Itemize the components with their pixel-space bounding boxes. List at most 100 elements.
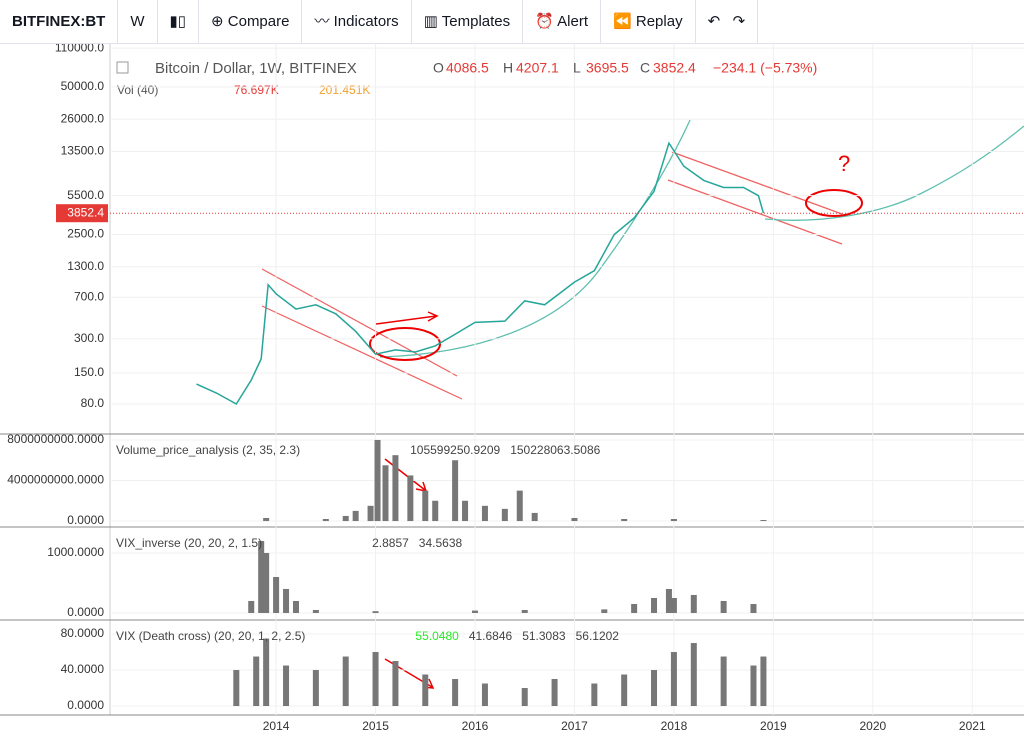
bar [670, 652, 677, 707]
bar [263, 552, 270, 613]
ohlc-key: H [503, 60, 513, 76]
bar [367, 505, 374, 522]
bar [601, 609, 608, 613]
bar [591, 683, 598, 707]
bar [322, 518, 329, 522]
x-tick-label: 2021 [959, 719, 986, 733]
bar [750, 665, 757, 707]
bar [258, 540, 265, 613]
arc [379, 119, 691, 358]
button[interactable]: ⏰ Alert [523, 0, 602, 43]
bar [690, 643, 697, 707]
x-tick-label: 2016 [462, 719, 489, 733]
y-tick-label: 80.0000 [61, 626, 105, 640]
arrow [384, 458, 428, 492]
y-tick-label: 2500.0 [67, 227, 104, 241]
arrow [375, 311, 439, 325]
channel-line [671, 151, 843, 215]
channel-line [261, 305, 463, 400]
last-price-label: 3852.4 [67, 205, 104, 219]
bar [760, 520, 767, 522]
price-line [196, 141, 765, 405]
chart-style[interactable]: ▮▯ [158, 0, 200, 43]
y-tick-label: 110000.0 [55, 44, 104, 54]
bar [273, 576, 280, 613]
y-tick-label: 0.0000 [67, 513, 104, 527]
bar [392, 455, 399, 522]
button-label: Indicators [333, 13, 399, 30]
y-tick-label: 5500.0 [67, 188, 104, 202]
volume-value: 76.697K [234, 83, 279, 97]
x-tick-label: 2018 [661, 719, 688, 733]
bar [452, 460, 459, 522]
ohlc-key: C [640, 60, 650, 76]
ohlc-key: L [573, 60, 581, 76]
y-tick-label: 40.0000 [61, 662, 105, 676]
y-tick-label: 8000000000.0000 [7, 432, 104, 446]
bar [631, 603, 638, 613]
collapse-icon[interactable] [116, 61, 129, 74]
bar [571, 517, 578, 522]
indicator-name: VIX_inverse (20, 20, 2, 1.5) [116, 536, 262, 550]
bar [292, 600, 299, 613]
bar [690, 594, 697, 613]
highlight-circle [805, 189, 863, 217]
bar [342, 656, 349, 707]
button[interactable]: ⊕ Compare [199, 0, 303, 43]
bar [501, 508, 508, 522]
button[interactable]: ▥ Templates [412, 0, 524, 43]
indicator-value: 55.0480 [415, 629, 459, 643]
bar [422, 490, 429, 522]
indicator-name: Volume_price_analysis (2, 35, 2.3) [116, 443, 300, 457]
bar [283, 665, 290, 707]
bar [253, 656, 260, 707]
ohlc-value: 3695.5 [586, 60, 629, 76]
bar [392, 661, 399, 707]
button[interactable]: 〰 Indicators [302, 0, 412, 43]
bar [521, 688, 528, 707]
bar [407, 475, 414, 522]
bar [521, 609, 528, 613]
bar [342, 515, 349, 522]
y-tick-label: 0.0000 [67, 698, 104, 712]
bar [516, 490, 523, 522]
indicator-value: 56.1202 [576, 629, 620, 643]
ohlc-value: 4086.5 [446, 60, 489, 76]
bar [422, 674, 429, 707]
bar [481, 505, 488, 522]
ohlc-key: O [433, 60, 444, 76]
button[interactable]: ⏪ Replay [601, 0, 696, 43]
last-price-box [56, 204, 108, 223]
x-tick-label: 2015 [362, 719, 389, 733]
bar [531, 512, 538, 522]
bar [233, 670, 240, 707]
bar [452, 679, 459, 707]
arc [764, 125, 1024, 221]
bar [432, 500, 439, 522]
bar [621, 674, 628, 707]
symbol[interactable]: BITFINEX:BT [0, 0, 119, 43]
y-tick-label: 0.0000 [67, 605, 104, 619]
bar [312, 609, 319, 613]
indicator-name: VIX (Death cross) (20, 20, 1, 2, 2.5) [116, 629, 305, 643]
y-tick-label: 700.0 [74, 289, 104, 303]
interval[interactable]: W [118, 0, 158, 43]
bar [760, 656, 767, 707]
ohlc-value: 4207.1 [516, 60, 559, 76]
undo[interactable]: ↶ ↷ [696, 0, 759, 43]
bar [651, 597, 658, 613]
indicator-value: 34.5638 [419, 536, 463, 550]
bar [372, 611, 379, 613]
bar [263, 638, 270, 707]
y-tick-label: 13500.0 [61, 144, 105, 158]
indicator-value: 105599250.9209 [410, 443, 500, 457]
annotation: ? [838, 151, 850, 176]
x-tick-label: 2017 [561, 719, 588, 733]
y-tick-label: 1300.0 [67, 259, 104, 273]
bar [374, 439, 381, 522]
change: −234.1 (−5.73%) [713, 60, 817, 76]
bar [665, 588, 672, 613]
chart: ? Bitcoin / Dollar, 1W, BITFINEX Vol (40… [0, 44, 1024, 733]
y-tick-label: 150.0 [74, 365, 104, 379]
